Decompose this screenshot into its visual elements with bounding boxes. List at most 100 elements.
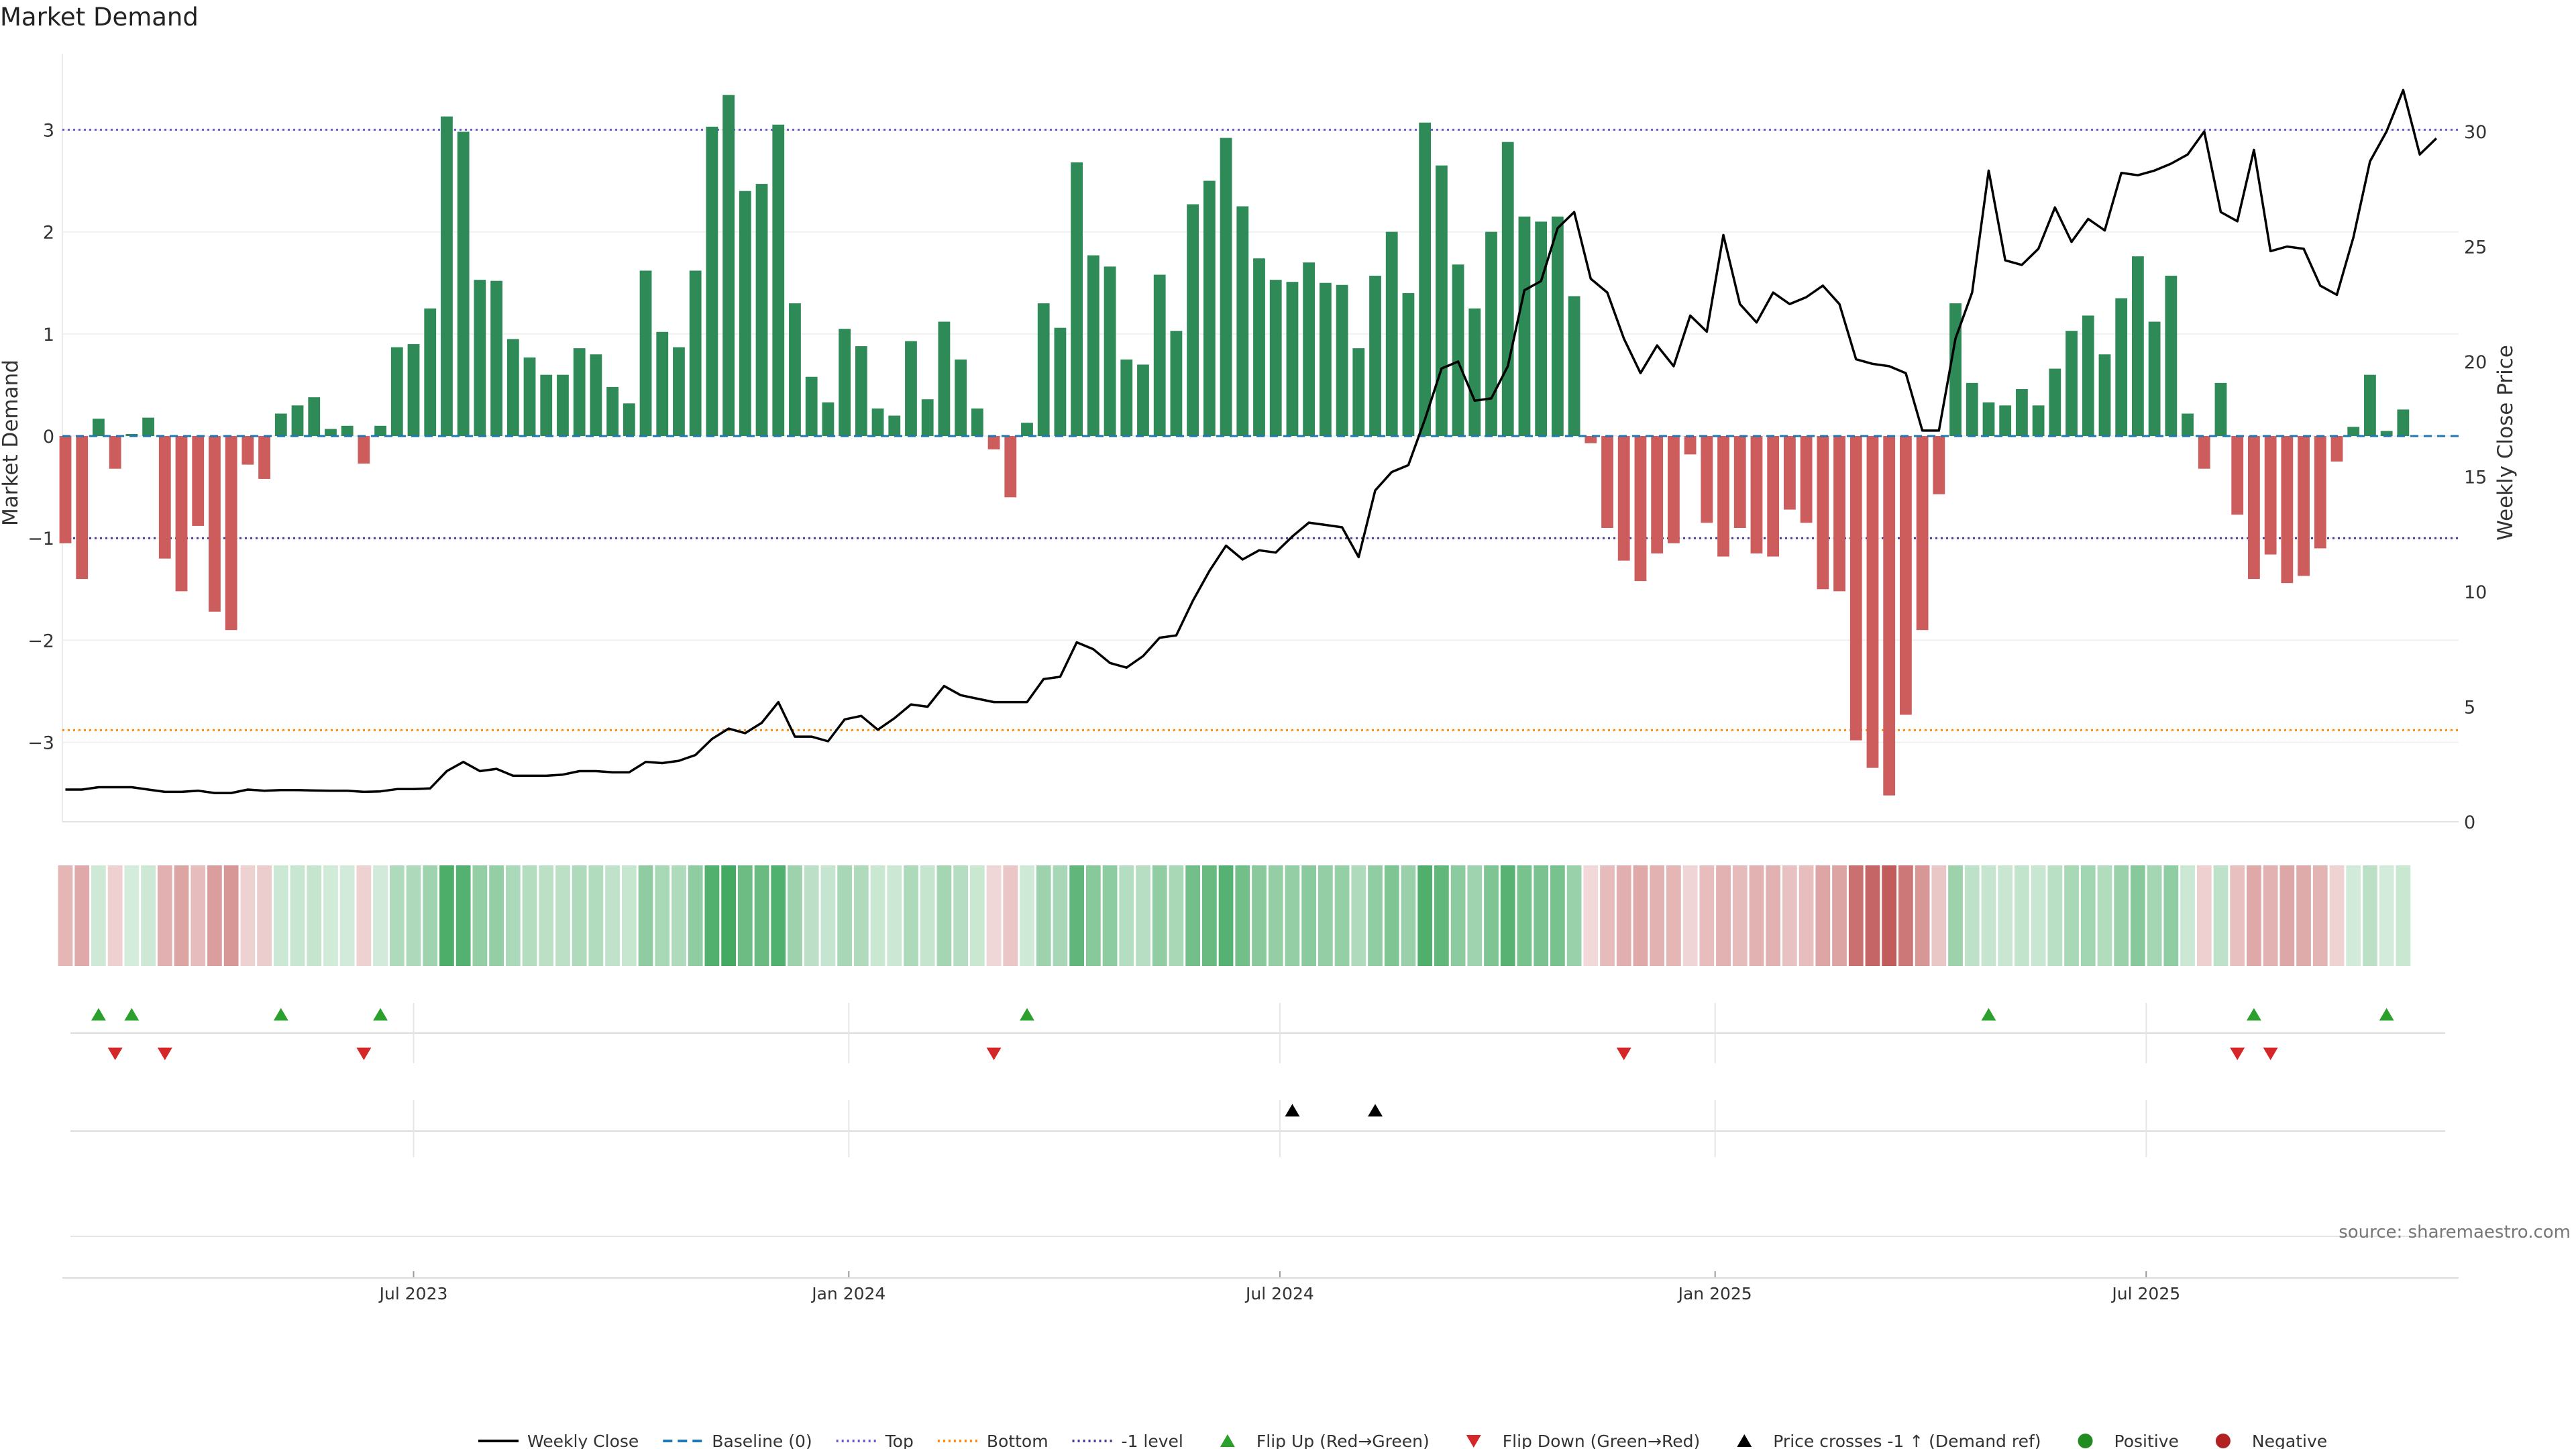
heat-strip-cell [572, 865, 587, 966]
flip-up-marker [273, 1008, 288, 1021]
flip-up-marker [124, 1008, 140, 1021]
demand-bar [689, 270, 702, 436]
flip-up-marker [2379, 1008, 2394, 1021]
demand-bar [656, 331, 669, 436]
y2-tick-label: 10 [2464, 582, 2487, 603]
demand-bar [2115, 298, 2128, 436]
demand-bar [2016, 388, 2028, 436]
flip-up-marker [91, 1008, 106, 1021]
demand-bar [1767, 436, 1780, 557]
legend-item: Weekly Close [478, 1432, 639, 1449]
heat-strip-cell [2196, 865, 2212, 966]
x-tick-label: Jul 2023 [378, 1284, 448, 1303]
legend-label: Positive [2114, 1432, 2179, 1449]
demand-bar [2082, 315, 2094, 436]
heat-strip-cell [1981, 865, 1996, 966]
demand-bar [755, 184, 768, 436]
demand-bar [258, 436, 270, 479]
heat-strip-cell [273, 865, 288, 966]
demand-bar [606, 386, 619, 436]
demand-bar [1949, 303, 1962, 436]
flip-up-marker [1019, 1008, 1034, 1021]
heat-strip-cell [323, 865, 338, 966]
demand-bar [722, 95, 735, 437]
legend-label: Bottom [987, 1432, 1049, 1449]
demand-bar [987, 436, 1000, 449]
heat-strip-cell [870, 865, 885, 966]
heat-strip-cell [455, 865, 471, 966]
demand-bar [888, 415, 901, 436]
heat-strip-cell [853, 865, 869, 966]
demand-bar [2198, 436, 2210, 469]
heat-strip-cell [1318, 865, 1333, 966]
demand-bar [1501, 142, 1514, 436]
heat-strip-cell [1102, 865, 1118, 966]
demand-bar [590, 354, 602, 436]
heat-strip-cell [2329, 865, 2345, 966]
heat-strip-cell [953, 865, 968, 966]
heat-strip-cell [1136, 865, 1150, 966]
heat-strip-cell [2031, 865, 2046, 966]
flip-down-marker [157, 1047, 172, 1061]
heat-strip-cell [522, 865, 537, 966]
demand-bar [192, 436, 205, 526]
heat-strip-cell [1368, 865, 1383, 966]
y-axis-label: Market Demand [0, 360, 23, 526]
demand-bar [407, 344, 420, 436]
demand-bar [772, 124, 785, 437]
demand-bar [59, 436, 72, 543]
demand-bar [2397, 409, 2410, 436]
demand-bar [1303, 262, 1316, 436]
heat-strip-cell [1650, 865, 1665, 966]
demand-bar [241, 436, 254, 465]
demand-bar [109, 436, 121, 469]
y2-tick-label: 15 [2464, 468, 2487, 488]
heat-strip-cell [1848, 865, 1864, 966]
flip-down-marker [2263, 1047, 2278, 1061]
heat-strip-cell [1500, 865, 1515, 966]
demand-bar [1104, 266, 1116, 436]
legend-label: -1 level [1122, 1432, 1183, 1449]
heat-strip-cell [1301, 865, 1317, 966]
heat-strip-cell [1882, 865, 1897, 966]
heat-strip-cell [1053, 865, 1068, 966]
demand-bar [1551, 216, 1564, 436]
heat-strip-cell [920, 865, 935, 966]
heat-strip-cell [1020, 865, 1034, 966]
demand-bar [490, 280, 502, 436]
demand-bar [805, 376, 818, 436]
heat-strip-cell [2047, 865, 2063, 966]
heat-strip-cell [1185, 865, 1201, 966]
demand-bar [523, 357, 536, 436]
demand-bar [225, 436, 237, 631]
demand-bar [2098, 354, 2111, 436]
demand-bar [1220, 138, 1232, 437]
heat-strip-cell [1334, 865, 1350, 966]
demand-bar [739, 191, 751, 436]
demand-bar [855, 346, 867, 436]
demand-bar [2347, 427, 2360, 436]
demand-bar [673, 347, 685, 436]
demand-bar [2380, 431, 2393, 436]
heat-strip-cell [157, 865, 172, 966]
heat-strip-cell [1600, 865, 1615, 966]
demand-bar [1452, 264, 1464, 436]
heat-strip-cell [820, 865, 836, 966]
demand-bar [308, 397, 321, 436]
x-tick-label: Jul 2025 [2110, 1284, 2180, 1303]
heat-strip-cell [887, 865, 902, 966]
y2-tick-label: 0 [2464, 812, 2475, 833]
demand-bar [1485, 231, 1497, 436]
heat-strip-cell [1964, 865, 1980, 966]
legend-label: Top [885, 1432, 914, 1449]
demand-bar [905, 341, 917, 436]
heat-strip-cell [2247, 865, 2261, 966]
y2-tick-label: 20 [2464, 352, 2487, 373]
demand-bar [1585, 436, 1597, 443]
heat-strip-cell [1417, 865, 1433, 966]
demand-bar [1866, 436, 1879, 768]
heat-strip-cell [969, 865, 985, 966]
flip-down-marker [356, 1047, 372, 1061]
heat-strip-cell [1119, 865, 1134, 966]
